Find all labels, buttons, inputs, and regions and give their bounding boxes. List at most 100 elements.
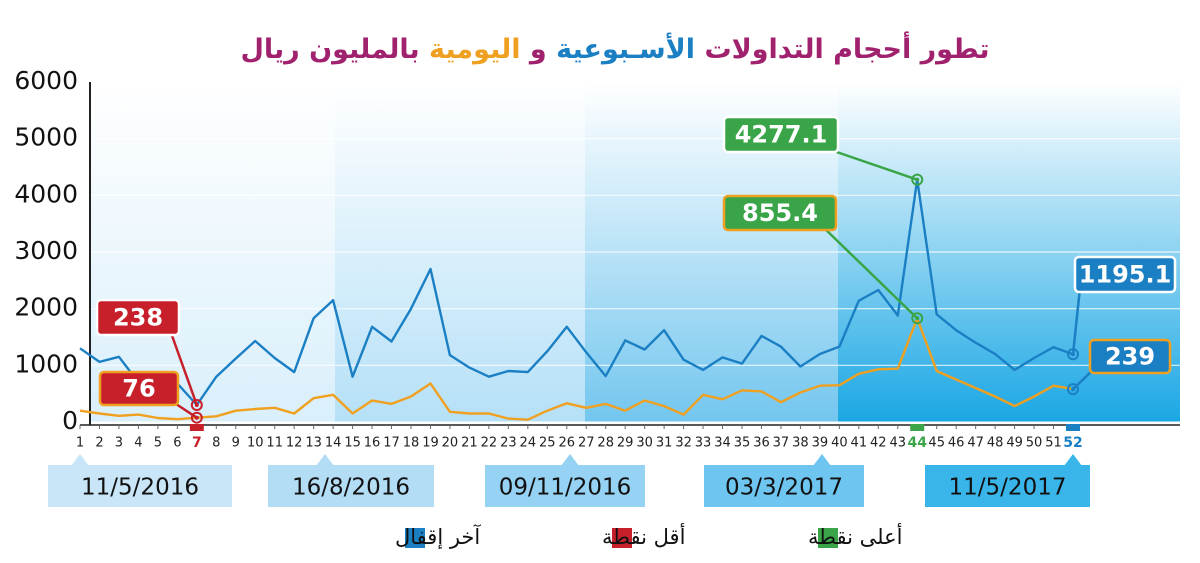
point-dot — [1071, 352, 1075, 357]
title-part: اليومية — [429, 34, 520, 65]
x-tick-label: 16 — [364, 436, 381, 451]
x-tick-label: 6 — [173, 436, 181, 451]
x-tick-label: 11 — [266, 436, 283, 451]
x-tick-label: 51 — [1045, 436, 1062, 451]
series-line — [79, 317, 1074, 421]
date-pointer — [561, 454, 579, 466]
annotation-text: 1195.1 — [1079, 261, 1172, 289]
series-line — [79, 178, 1074, 407]
point-marker — [190, 411, 203, 424]
legend-swatch — [405, 528, 425, 548]
date-pointer — [813, 454, 831, 466]
annotation-text: 239 — [1105, 343, 1155, 371]
y-tick-label: 3000 — [14, 236, 78, 265]
y-tick-label: 4000 — [14, 179, 78, 208]
annotation-leader — [1071, 287, 1082, 355]
y-tick-label: 2000 — [14, 293, 78, 322]
date-pointer — [1064, 454, 1082, 466]
x-tick-label: 43 — [889, 436, 906, 451]
x-tick-label: 22 — [481, 436, 498, 451]
annotation-text: 76 — [122, 375, 155, 403]
x-tick-label: 37 — [773, 436, 790, 451]
x-tick-label: 25 — [539, 436, 556, 451]
x-tick-label: 41 — [851, 436, 868, 451]
date-pointer — [316, 454, 334, 466]
x-tick-label: 23 — [500, 436, 517, 451]
point-dot — [915, 177, 920, 182]
annotation-text: 855.4 — [742, 199, 818, 227]
x-tick-label: 19 — [422, 436, 439, 451]
y-tick-label: 5000 — [14, 123, 78, 152]
marks: 238 76 4277.1 855.4 1195.1 239 — [79, 115, 1177, 424]
date-box — [48, 465, 232, 507]
x-tick-label: 31 — [656, 436, 673, 451]
date-pointer — [71, 454, 89, 466]
title-part: تطور أحجام التداولات — [704, 31, 989, 65]
x-tick-label: 20 — [442, 436, 459, 451]
annotation-leader — [824, 146, 918, 181]
grid — [90, 81, 1180, 423]
x-tick-label: 52 — [1063, 435, 1082, 451]
x-tick-label: 18 — [403, 436, 420, 451]
x-tick-label: 4 — [134, 436, 142, 451]
x-tick-label: 30 — [636, 436, 653, 451]
annotation-leader — [168, 329, 199, 406]
x-tick-label: 5 — [154, 436, 162, 451]
x-tick-label: 12 — [286, 436, 303, 451]
point-dot — [194, 403, 199, 407]
title-part: بالمليون ريال — [240, 34, 419, 65]
chart-title: تطور أحجام التداولات الأسـبوعية و اليومي… — [240, 31, 989, 65]
title-part: و — [528, 34, 547, 65]
point-dot — [1071, 387, 1075, 392]
x-tick-label: 50 — [1026, 436, 1043, 451]
x-tick-label: 1 — [76, 436, 84, 451]
legend-swatch — [818, 528, 838, 548]
date-box — [925, 465, 1090, 507]
legend-label: أعلى نقطة — [808, 523, 902, 549]
x-tick-label: 10 — [247, 436, 264, 451]
x-tick-label: 28 — [597, 436, 614, 451]
legend-label: أقل نقطة — [602, 523, 685, 549]
annotation-box — [95, 298, 181, 337]
y-tick-label: 1000 — [14, 349, 78, 378]
date-label: 03/3/2017 — [725, 475, 843, 501]
date-box — [704, 465, 864, 507]
x-tick-label: 42 — [870, 436, 887, 451]
x-tick-label: 13 — [305, 436, 322, 451]
annotation-box — [1073, 255, 1177, 294]
point-marker — [1067, 383, 1079, 396]
annotation-box — [722, 194, 838, 232]
x-tick-label: 21 — [461, 436, 478, 451]
x-tick-label: 36 — [753, 436, 770, 451]
tick-highlight — [910, 424, 925, 431]
x-tick-label: 35 — [734, 436, 751, 451]
annotation-box — [1088, 338, 1172, 375]
x-tick-label: 26 — [558, 436, 575, 451]
point-marker — [190, 399, 203, 411]
date-box — [485, 465, 645, 507]
x-tick-label: 40 — [831, 436, 848, 451]
legend-label: آخر إقفال — [395, 524, 481, 550]
point-marker — [1067, 348, 1079, 361]
x-tick-label: 44 — [907, 435, 927, 451]
point-dot — [915, 316, 920, 321]
x-tick-label: 3 — [115, 436, 123, 451]
x-tick-label: 33 — [695, 436, 712, 451]
date-box — [268, 465, 434, 507]
x-tick-label: 7 — [192, 435, 202, 451]
x-tick-label: 34 — [714, 436, 731, 451]
title-part: الأسـبوعية — [556, 32, 695, 65]
legend-swatch — [612, 528, 632, 548]
y-tick-label: 6000 — [14, 66, 78, 95]
date-label: 16/8/2016 — [292, 475, 410, 501]
annotation-leader — [821, 225, 919, 320]
date-label: 09/11/2016 — [499, 475, 632, 501]
x-tick-label: 39 — [812, 436, 829, 451]
x-tick-label: 48 — [987, 436, 1004, 451]
x-tick-label: 14 — [325, 436, 342, 451]
x-tick-label: 27 — [578, 436, 595, 451]
annotation-box — [98, 370, 180, 407]
x-tick-label: 29 — [617, 436, 634, 451]
